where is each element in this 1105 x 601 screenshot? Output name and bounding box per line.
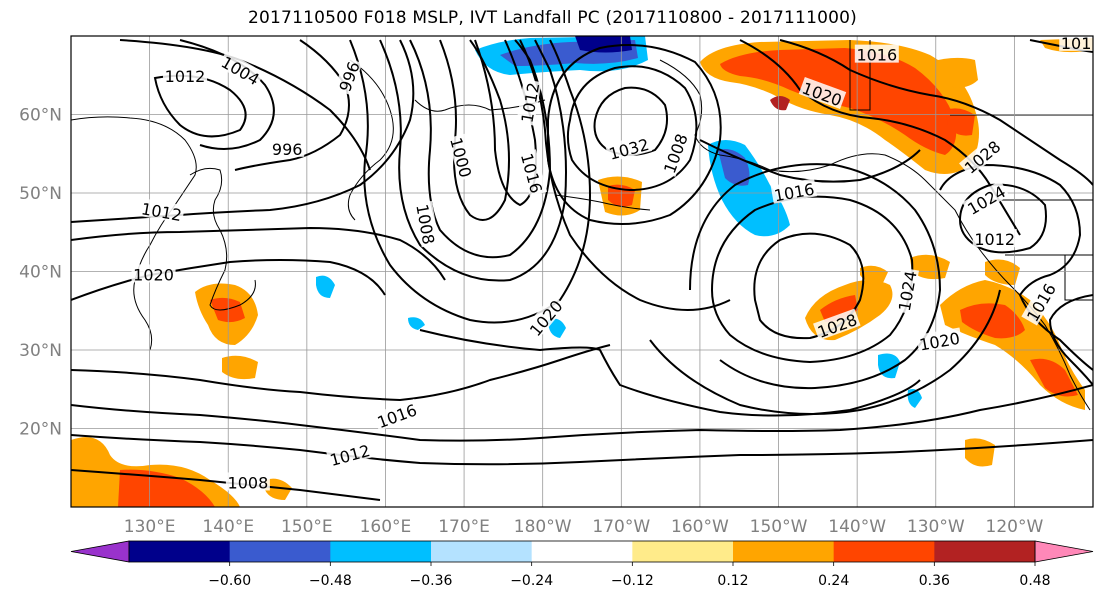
lat-label: 20°N bbox=[19, 420, 62, 440]
colorbar-extend-high bbox=[1034, 540, 1094, 563]
isobar-label-halo bbox=[325, 439, 374, 469]
isobar-label-halo bbox=[798, 77, 847, 109]
colorbar-tick-label: 0.36 bbox=[919, 573, 950, 589]
isobar-label-halo bbox=[162, 65, 207, 84]
isobar-label-text: 1020 bbox=[133, 265, 174, 284]
isobar-label-text: 1012 bbox=[165, 67, 206, 86]
ivt-negative-region-minor bbox=[316, 275, 922, 408]
colorbar-segment bbox=[330, 541, 432, 562]
ivt-positive-region-japan bbox=[195, 283, 258, 380]
isobar-label-halo bbox=[813, 308, 861, 341]
ivt-positive-region-west-coast bbox=[910, 254, 1085, 410]
isobar-label: 1008 bbox=[225, 472, 270, 492]
isobar-label-halo bbox=[524, 294, 567, 340]
isobar-label-halo bbox=[447, 133, 477, 181]
isobar-label-halo bbox=[516, 79, 542, 126]
lat-label: 30°N bbox=[19, 341, 62, 361]
lat-label: 60°N bbox=[19, 106, 62, 126]
colorbar-segment bbox=[833, 541, 935, 562]
isobar-label-halo bbox=[962, 180, 1010, 218]
colorbar-segment bbox=[934, 541, 1036, 562]
lon-label: 160°W bbox=[671, 517, 729, 537]
map-title: 2017110500 F018 MSLP, IVT Landfall PC (2… bbox=[248, 8, 857, 28]
lat-label: 50°N bbox=[19, 184, 62, 204]
colorbar-segment bbox=[431, 541, 533, 562]
lon-label: 120°W bbox=[986, 517, 1044, 537]
ivt-positive-region-aleutian bbox=[598, 176, 642, 216]
colorbar-tick-label: −0.36 bbox=[410, 573, 453, 589]
isobar-label: 1020 bbox=[131, 264, 176, 284]
isobar-label: 1016 bbox=[770, 178, 818, 205]
isobar-label-text: 1012 bbox=[974, 230, 1015, 249]
colorbar-extend-low bbox=[70, 540, 130, 563]
isobar-label-halo bbox=[138, 197, 185, 224]
colorbar-tick-label: 0.12 bbox=[717, 573, 748, 589]
isobar-label-halo bbox=[770, 178, 818, 204]
lon-label: 140°E bbox=[202, 517, 254, 537]
isobar-label-halo bbox=[893, 267, 919, 315]
lon-label: 130°W bbox=[907, 517, 965, 537]
lon-label: 160°E bbox=[360, 517, 412, 537]
lon-label: 130°E bbox=[124, 517, 176, 537]
lon-label: 170°W bbox=[592, 517, 650, 537]
lon-label: 150°E bbox=[281, 517, 333, 537]
colorbar bbox=[70, 540, 1094, 563]
isobar-label: 1012 bbox=[162, 65, 207, 86]
isobar-label-halo bbox=[225, 472, 270, 491]
isobar-label-text: 1008 bbox=[228, 473, 269, 492]
colorbar-segment bbox=[531, 541, 633, 562]
lat-label: 40°N bbox=[19, 263, 62, 283]
isobar-label-halo bbox=[270, 138, 305, 157]
isobar-label-halo bbox=[518, 149, 548, 197]
ivt-positive-region-tropics bbox=[71, 437, 995, 507]
isobar-label: 1016 bbox=[854, 44, 899, 65]
isobar-label-halo bbox=[1059, 36, 1093, 51]
isobar-label-halo bbox=[131, 264, 176, 283]
colorbar-segment bbox=[229, 541, 331, 562]
isobar-label-text: 1016 bbox=[856, 46, 897, 65]
colorbar-tick-label: 0.24 bbox=[818, 573, 849, 589]
isobar-label-halo bbox=[854, 44, 899, 63]
isobar-label: 1008 bbox=[412, 200, 440, 248]
isobar-label-halo bbox=[605, 133, 653, 163]
isobar-label-halo bbox=[217, 50, 265, 89]
mslp-isobars bbox=[71, 39, 1093, 501]
isobar-label-halo bbox=[1021, 278, 1059, 326]
isobar-label-text: 996 bbox=[272, 140, 303, 159]
isobar-label-text: 1016 bbox=[1061, 34, 1102, 53]
isobar-label-halo bbox=[372, 398, 421, 431]
colorbar-frame bbox=[128, 540, 1036, 563]
isobar-label: 996 bbox=[270, 138, 305, 159]
map-frame bbox=[70, 35, 1094, 508]
isobar-label-halo bbox=[959, 135, 1005, 178]
isobar-label-halo bbox=[658, 129, 691, 177]
colorbar-tick-label: 0.48 bbox=[1019, 573, 1050, 589]
colorbar-segment bbox=[733, 541, 835, 562]
colorbar-tick-labels: −0.60 −0.48 −0.36 −0.24 −0.12 0.12 0.24 0.36 0.4… bbox=[208, 562, 1051, 589]
colorbar-tick-label: −0.48 bbox=[309, 573, 352, 589]
ivt-negative-region-gulf-alaska bbox=[708, 140, 790, 237]
isobar-label: 1012 bbox=[972, 229, 1017, 249]
colorbar-segment bbox=[632, 541, 734, 562]
colorbar-tick-label: −0.24 bbox=[510, 573, 553, 589]
isobar-label-halo bbox=[333, 57, 363, 96]
lon-label: 180°W bbox=[514, 517, 572, 537]
lon-label: 170°E bbox=[438, 517, 490, 537]
grid-lines bbox=[71, 36, 1093, 507]
lon-label: 140°W bbox=[828, 517, 886, 537]
colorbar-segment bbox=[129, 541, 231, 562]
map-plot-area: 1012 1004 99699610121020100010081012101610… bbox=[71, 34, 1102, 507]
longitude-labels: 130°E 140°E 150°E 160°E 170°E 180°W 170°W 160°W… bbox=[124, 517, 1044, 537]
isobar-label-halo bbox=[972, 229, 1017, 248]
lon-label: 150°W bbox=[750, 517, 808, 537]
isobar-label: 1012 bbox=[138, 197, 185, 225]
latitude-labels: 60°N 50°N 40°N 30°N 20°N bbox=[19, 106, 62, 440]
isobar-label: 1016 bbox=[1059, 34, 1102, 53]
isobar-label-halo bbox=[916, 327, 963, 353]
colorbar-tick-label: −0.60 bbox=[208, 573, 251, 589]
isobar-label-halo bbox=[414, 200, 440, 248]
colorbar-tick-label: −0.12 bbox=[611, 573, 654, 589]
